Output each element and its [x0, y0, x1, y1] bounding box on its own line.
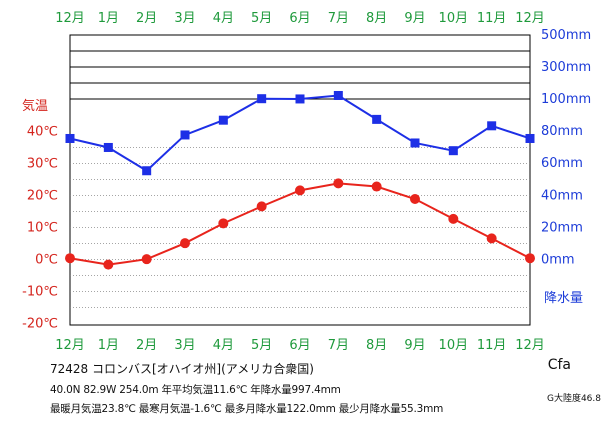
precipitation-point	[525, 133, 535, 143]
temperature-point	[448, 213, 459, 224]
precipitation-point	[372, 114, 382, 124]
temperature-point	[141, 254, 152, 265]
month-label-top: 9月	[404, 11, 425, 26]
temperature-axis-title: 気温	[22, 98, 48, 114]
precipitation-line	[69, 94, 531, 172]
station-location-summary: 40.0N 82.9W 254.0m 年平均気温11.6℃ 年降水量997.4m…	[50, 384, 341, 396]
month-label-top: 1月	[98, 11, 119, 26]
temperature-tick-label: 30℃	[27, 157, 58, 172]
continentality-index: G大陸度46.8	[546, 394, 601, 404]
precipitation-point	[218, 115, 228, 125]
precipitation-axis-title: 降水量	[544, 291, 583, 306]
month-label-top: 5月	[251, 11, 272, 26]
month-label-bottom: 3月	[174, 338, 195, 353]
month-label-top: 4月	[213, 11, 234, 26]
month-label-bottom: 7月	[328, 338, 349, 353]
precipitation-tick-label: 0mm	[541, 253, 575, 268]
temperature-tick-label: -10℃	[22, 285, 58, 300]
month-label-top: 6月	[289, 11, 310, 26]
temperature-series	[65, 178, 535, 270]
month-label-bottom: 9月	[404, 338, 425, 353]
temperature-point	[218, 218, 229, 229]
month-label-top: 7月	[328, 11, 349, 26]
temperature-point	[65, 253, 75, 264]
month-label-top: 12月	[515, 11, 545, 26]
month-label-top: 3月	[174, 11, 195, 26]
precipitation-point	[295, 94, 305, 104]
precipitation-tick-label: 500mm	[541, 28, 591, 43]
precipitation-tick-label: 60mm	[541, 156, 583, 171]
precipitation-point	[333, 90, 343, 100]
temperature-point	[410, 194, 420, 205]
precipitation-point	[257, 94, 267, 104]
koppen-climate-code: Cfa	[547, 357, 571, 373]
axis-labels: 12月 12月 1月 1月 2月 2月 3月 3月 4月 4月 5月 5月 6月 6月 7月 7月 8月 8月 9月…	[22, 11, 591, 353]
temperature-tick-label: 40℃	[27, 125, 58, 140]
month-label-bottom: 12月	[55, 338, 85, 353]
precipitation-point	[142, 166, 152, 176]
month-label-bottom: 8月	[366, 338, 387, 353]
temperature-point	[486, 233, 497, 244]
month-label-top: 10月	[439, 11, 469, 26]
precipitation-point	[103, 142, 113, 152]
month-label-bottom: 12月	[515, 338, 545, 353]
temperature-tick-label: 10℃	[27, 221, 58, 236]
precipitation-point	[410, 138, 420, 148]
precipitation-point	[487, 121, 497, 131]
temperature-point	[180, 238, 190, 249]
temperature-point	[103, 259, 114, 270]
month-label-bottom: 6月	[289, 338, 310, 353]
temperature-point	[256, 201, 267, 212]
plot-frame	[69, 34, 531, 326]
temperature-tick-label: 0℃	[35, 253, 58, 268]
temperature-point	[333, 178, 344, 189]
month-label-top: 8月	[366, 11, 387, 26]
precipitation-tick-label: 100mm	[541, 92, 591, 107]
month-label-bottom: 2月	[136, 338, 157, 353]
temperature-point	[525, 253, 535, 264]
precipitation-point	[448, 146, 458, 156]
month-label-top: 2月	[136, 11, 157, 26]
precipitation-point	[180, 130, 190, 140]
month-label-bottom: 10月	[439, 338, 469, 353]
precipitation-tick-label: 40mm	[541, 188, 583, 203]
precipitation-tick-label: 300mm	[541, 60, 591, 75]
precipitation-tick-label: 20mm	[541, 220, 583, 235]
grid-lines	[69, 34, 531, 326]
month-label-bottom: 11月	[477, 338, 507, 353]
month-label-top: 11月	[477, 11, 507, 26]
precipitation-point	[65, 133, 75, 143]
temperature-point	[371, 181, 382, 192]
station-name: 72428 コロンバス[オハイオ州](アメリカ合衆国)	[50, 362, 314, 376]
month-label-bottom: 1月	[98, 338, 119, 353]
month-label-bottom: 5月	[251, 338, 272, 353]
temperature-tick-label: 20℃	[27, 189, 58, 204]
station-extremes-summary: 最暖月気温23.8℃ 最寒月気温-1.6℃ 最多月降水量122.0mm 最少月降…	[50, 403, 444, 415]
temperature-tick-label: -20℃	[22, 317, 58, 332]
month-label-top: 12月	[55, 11, 85, 26]
month-label-bottom: 4月	[213, 338, 234, 353]
precipitation-series	[65, 90, 535, 176]
temperature-point	[295, 185, 305, 196]
precipitation-tick-label: 80mm	[541, 124, 583, 139]
